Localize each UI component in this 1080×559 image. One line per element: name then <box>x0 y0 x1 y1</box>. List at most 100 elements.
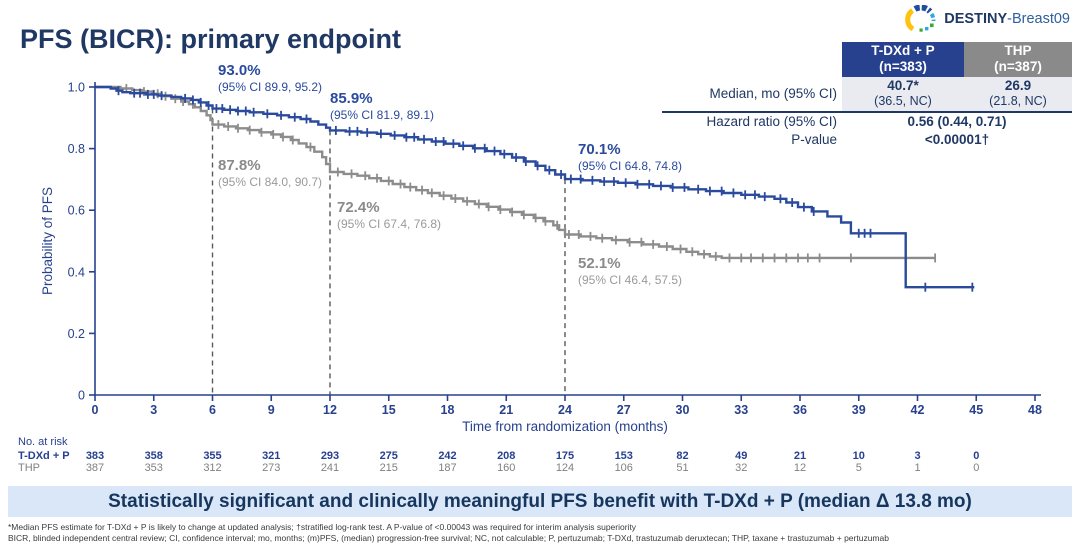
at-risk-value: 312 <box>203 462 222 474</box>
x-tick-label: 21 <box>499 403 513 417</box>
footnote-line: BICR, blinded independent central review… <box>8 533 889 543</box>
column-header-thp: THP (n=387) <box>964 42 1072 77</box>
annotation-ci: (95% CI 64.8, 74.8) <box>578 158 683 173</box>
x-tick-label: 48 <box>1028 403 1042 417</box>
y-tick-label: 0.2 <box>68 327 85 341</box>
x-tick-label: 15 <box>382 403 396 417</box>
median-ci: (36.5, NC) <box>874 94 932 109</box>
conclusion-banner: Statistically significant and clinically… <box>8 486 1072 517</box>
at-risk-group-label: THP <box>18 462 40 474</box>
x-tick-label: 39 <box>852 403 866 417</box>
at-risk-value: 49 <box>735 450 748 462</box>
at-risk-value: 32 <box>735 462 748 474</box>
at-risk-value: 293 <box>320 450 340 462</box>
annotation-percent: 93.0% <box>218 62 261 79</box>
annotation-ci: (95% CI 84.0, 90.7) <box>218 174 323 189</box>
x-tick-label: 36 <box>793 403 807 417</box>
destiny-breast09-logo: DESTINY-Breast09 <box>905 5 1070 33</box>
footnotes: *Median PFS estimate for T-DXd + P is li… <box>8 522 1072 544</box>
at-risk-title: No. at risk <box>18 436 68 448</box>
at-risk-value: 153 <box>614 450 633 462</box>
x-tick-label: 27 <box>617 403 631 417</box>
y-tick-label: 1.0 <box>68 81 85 95</box>
at-risk-value: 273 <box>262 462 281 474</box>
at-risk-value: 21 <box>793 450 807 462</box>
arm-n: (n=387) <box>994 59 1042 75</box>
at-risk-value: 275 <box>379 450 398 462</box>
km-curve-thp <box>95 85 936 260</box>
at-risk-value: 383 <box>85 450 105 462</box>
destiny-logo-icon <box>905 5 936 32</box>
at-risk-value: 106 <box>614 462 633 474</box>
at-risk-value: 241 <box>320 462 340 474</box>
median-value: 40.7* <box>887 77 919 93</box>
annotation-ci: (95% CI 46.4, 57.5) <box>578 272 683 287</box>
at-risk-value: 355 <box>203 450 222 462</box>
arm-name: T-DXd + P <box>871 43 935 58</box>
x-tick-label: 30 <box>676 403 690 417</box>
at-risk-value: 3 <box>914 450 921 462</box>
at-risk-value: 82 <box>676 450 689 462</box>
at-risk-value: 175 <box>555 450 575 462</box>
km-annotation-tdxd-6mo: 93.0% (95% CI 89.9, 95.2) <box>218 62 322 94</box>
km-annotation-thp-12mo: 72.4% (95% CI 67.4, 76.8) <box>337 199 441 231</box>
at-risk-value: 10 <box>852 450 865 462</box>
x-axis-label: Time from randomization (months) <box>462 419 668 434</box>
logo-text-light: -Breast09 <box>1007 11 1070 27</box>
y-tick-label: 0 <box>78 389 85 403</box>
hazard-ratio-row: Hazard ratio (95% CI) 0.56 (0.44, 0.71) <box>662 112 1072 131</box>
x-tick-label: 33 <box>734 403 748 417</box>
x-tick-label: 0 <box>92 403 99 417</box>
annotation-percent: 72.4% <box>337 199 380 216</box>
km-annotation-thp-6mo: 87.8% (95% CI 84.0, 90.7) <box>218 157 322 189</box>
annotation-percent: 70.1% <box>578 141 621 158</box>
annotation-ci: (95% CI 67.4, 76.8) <box>337 216 442 231</box>
at-risk-value: 387 <box>85 462 105 474</box>
footnote-line: *Median PFS estimate for T-DXd + P is li… <box>8 522 637 532</box>
at-risk-value: 0 <box>973 462 980 474</box>
pvalue-label: P-value <box>791 132 837 148</box>
column-header-tdxd: T-DXd + P (n=383) <box>842 42 964 77</box>
page-title: PFS (BICR): primary endpoint <box>20 24 402 54</box>
y-axis-label: Probability of PFS <box>40 187 55 295</box>
logo-text: DESTINY-Breast09 <box>944 11 1070 27</box>
header-spacer <box>662 42 842 77</box>
at-risk-group-label: T-DXd + P <box>18 450 70 462</box>
annotation-ci: (95% CI 89.9, 95.2) <box>218 79 323 94</box>
km-annotation-tdxd-12mo: 85.9% (95% CI 81.9, 89.1) <box>330 90 434 122</box>
at-risk-value: 124 <box>555 462 575 474</box>
at-risk-value: 242 <box>438 450 457 462</box>
pvalue-value: <0.00001† <box>924 132 990 148</box>
at-risk-value: 5 <box>855 462 862 474</box>
annotation-percent: 85.9% <box>330 90 373 107</box>
annotation-percent: 52.1% <box>578 255 621 272</box>
x-tick-label: 24 <box>558 403 572 417</box>
at-risk-value: 160 <box>497 462 516 474</box>
at-risk-value: 187 <box>438 462 457 474</box>
at-risk-value: 215 <box>379 462 398 474</box>
pvalue-row: P-value <0.00001† <box>662 131 1072 149</box>
logo-text-bold: DESTINY <box>944 11 1008 27</box>
annotation-percent: 87.8% <box>218 157 261 174</box>
x-tick-label: 3 <box>150 403 157 417</box>
at-risk-value: 12 <box>793 462 807 474</box>
x-tick-label: 6 <box>209 403 216 417</box>
y-tick-label: 0.8 <box>68 142 85 156</box>
at-risk-value: 358 <box>144 450 163 462</box>
hazard-ratio-value: 0.56 (0.44, 0.71) <box>907 113 1007 129</box>
hazard-ratio-label: Hazard ratio (95% CI) <box>706 113 837 129</box>
summary-stats-table: T-DXd + P (n=383) THP (n=387) Median, mo… <box>662 42 1072 150</box>
median-value: 26.9 <box>1004 77 1032 93</box>
arm-name: THP <box>1004 43 1032 58</box>
x-tick-label: 12 <box>323 403 337 417</box>
median-value-tdxd: 40.7* (36.5, NC) <box>842 76 964 113</box>
km-annotation-thp-24mo: 52.1% (95% CI 46.4, 57.5) <box>578 255 682 287</box>
median-value-thp: 26.9 (21.8, NC) <box>964 76 1072 113</box>
at-risk-value: 0 <box>973 450 980 462</box>
y-tick-label: 0.4 <box>68 265 85 279</box>
arm-n: (n=383) <box>879 59 927 75</box>
at-risk-value: 1 <box>914 462 921 474</box>
median-row: Median, mo (95% CI) 40.7* (36.5, NC) 26.… <box>662 76 1072 113</box>
